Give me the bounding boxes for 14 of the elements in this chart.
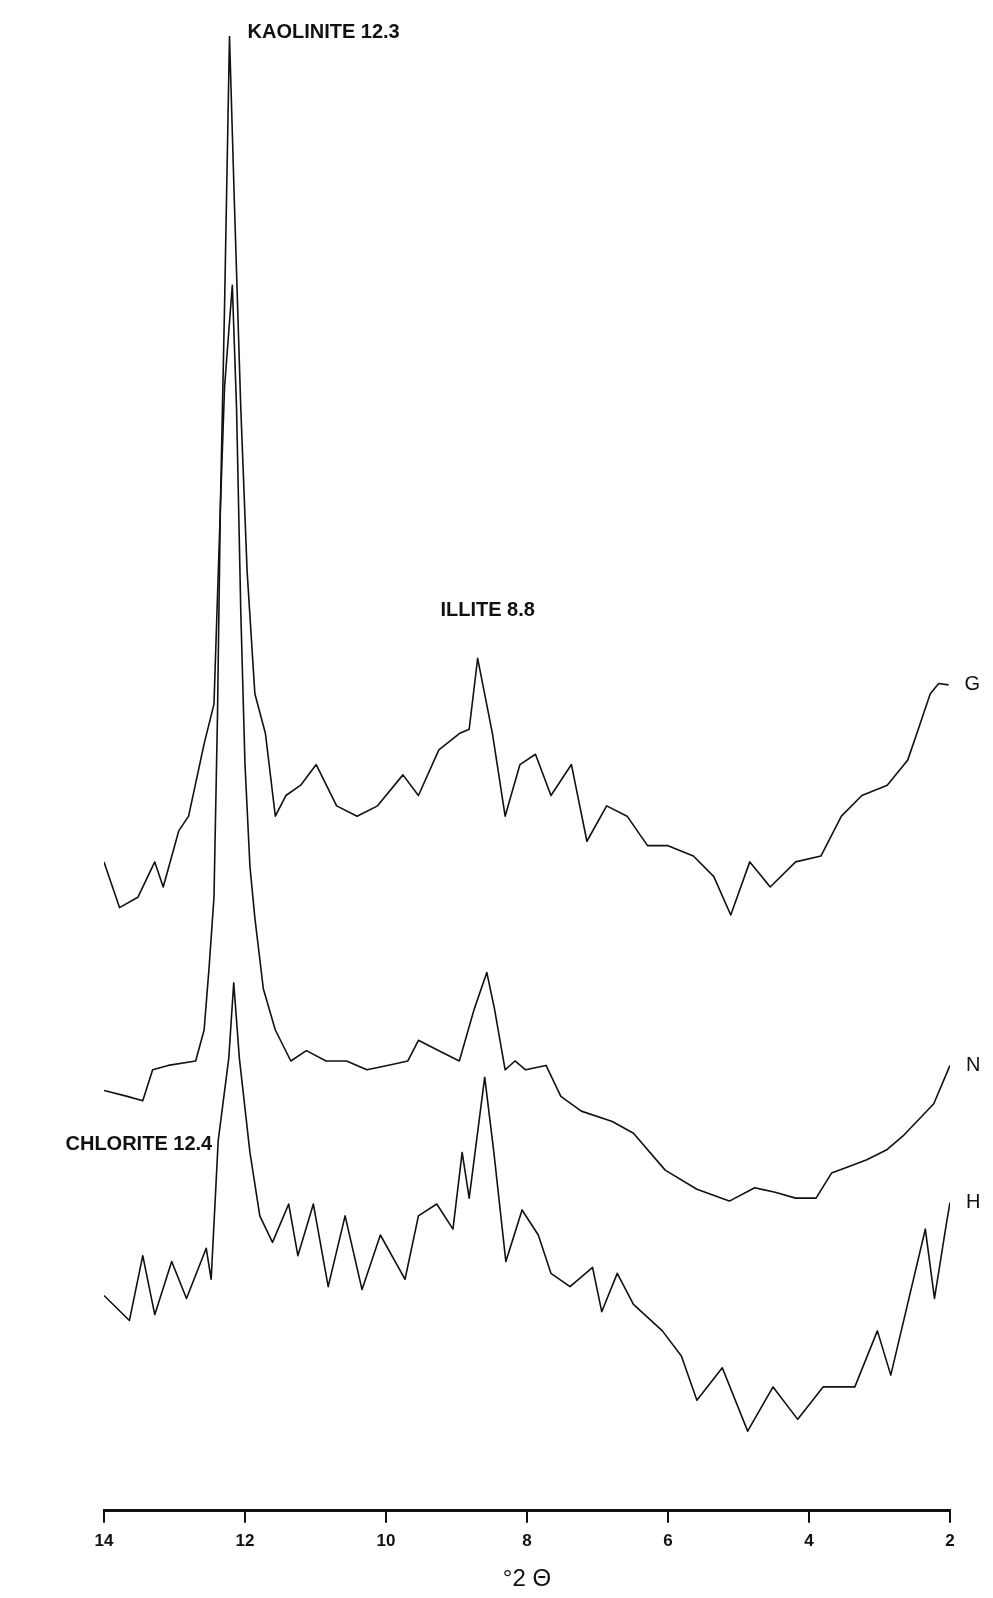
- x-tick-label: 6: [663, 1530, 673, 1550]
- annotation: KAOLINITE 12.3: [247, 19, 400, 42]
- x-axis-title: °2 Θ: [502, 1564, 552, 1592]
- series-label: G: [964, 672, 981, 695]
- x-tick-label: 4: [804, 1530, 815, 1550]
- x-tick-label: 10: [376, 1530, 396, 1550]
- x-tick-label: 14: [94, 1530, 114, 1550]
- x-tick-label: 2: [945, 1530, 955, 1550]
- x-tick-label: 8: [522, 1530, 532, 1550]
- series-label: H: [966, 1190, 981, 1213]
- annotation: CHLORITE 12.4: [65, 1132, 214, 1155]
- annotation: ILLITE 8.8: [440, 597, 535, 620]
- x-tick-label: 12: [235, 1530, 255, 1550]
- series-label: N: [966, 1052, 981, 1075]
